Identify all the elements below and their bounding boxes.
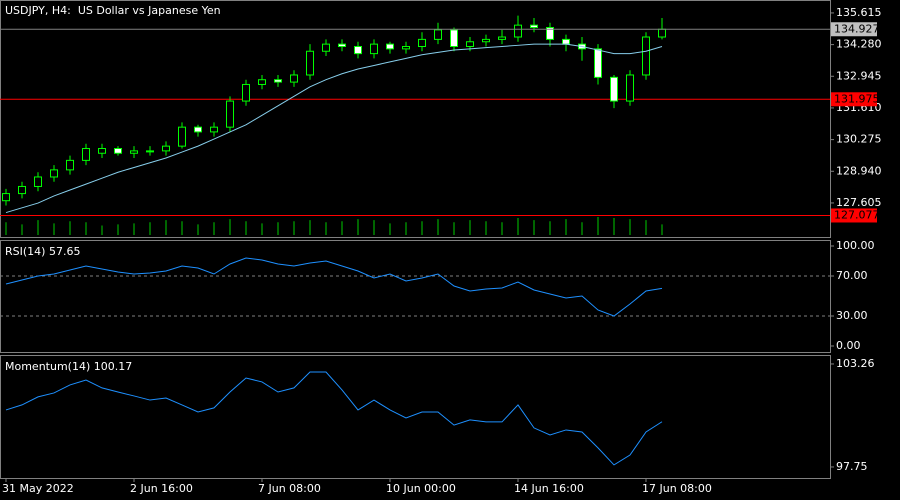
moving-average (5, 43, 663, 214)
candle-body (2, 193, 10, 202)
indicator-line (5, 371, 663, 466)
candle-body (114, 148, 122, 154)
y-tick-label: 0.00 (836, 339, 861, 352)
y-tick-label: 97.75 (836, 460, 868, 473)
candle-body (402, 45, 410, 50)
indicator-title: RSI(14) 57.65 (5, 245, 80, 258)
indicator-title: Momentum(14) 100.17 (5, 360, 132, 373)
candle-body (226, 100, 234, 128)
y-tick-label: 100.00 (836, 239, 875, 252)
candle-body (34, 176, 42, 187)
candle-body (290, 74, 298, 83)
y-tick-label: 70.00 (836, 269, 868, 282)
candle-body (274, 79, 282, 83)
indicator-line (5, 257, 663, 317)
indicator-value: 100.17 (94, 360, 133, 373)
candle-body (258, 79, 266, 85)
candle-body (146, 150, 154, 153)
candle-body (562, 38, 570, 45)
current-price-box (831, 22, 877, 37)
y-tick-label: 103.26 (836, 357, 875, 370)
momentum-panel (0, 355, 831, 479)
candle-body (162, 145, 170, 152)
y-tick-label: 132.945 (836, 69, 882, 82)
candle-body (642, 36, 650, 76)
candle-body (386, 43, 394, 50)
candle-body (306, 50, 314, 76)
candle-body (530, 24, 538, 29)
x-tick-label: 2 Jun 16:00 (130, 482, 193, 495)
candle-body (354, 45, 362, 55)
candle-body (178, 126, 186, 147)
candle-body (242, 83, 250, 102)
candle-body (434, 29, 442, 40)
price-label: 127.077 (834, 208, 880, 221)
indicator-value: 57.65 (49, 245, 81, 258)
candle-body (546, 27, 554, 40)
candle-body (626, 74, 634, 102)
y-tick-label: 127.605 (836, 196, 882, 209)
candle-body (50, 169, 58, 178)
candle-body (482, 38, 490, 43)
chart-title: USDJPY, H4: US Dollar vs Japanese Yen (5, 4, 221, 17)
candle-body (98, 148, 106, 154)
candle-body (466, 41, 474, 47)
y-tick-label: 135.615 (836, 6, 882, 19)
y-tick-label: 130.275 (836, 133, 882, 146)
candle-body (498, 36, 506, 40)
candle-body (322, 43, 330, 52)
y-tick-label: 128.940 (836, 164, 882, 177)
main-panel (0, 0, 831, 238)
y-tick-label: 134.280 (836, 38, 882, 51)
candle-body (210, 126, 218, 133)
price-label-box (831, 92, 877, 107)
x-tick-label: 17 Jun 08:00 (642, 482, 712, 495)
candle-body (370, 43, 378, 55)
candle-body (194, 126, 202, 133)
candle-body (594, 48, 602, 78)
x-tick-label: 7 Jun 08:00 (258, 482, 321, 495)
candle-body (450, 29, 458, 47)
rsi-panel (0, 240, 831, 353)
x-tick-label: 10 Jun 00:00 (386, 482, 456, 495)
x-tick-label: 31 May 2022 (2, 482, 74, 495)
candle-body (130, 150, 138, 154)
indicator-name: RSI(14) (5, 245, 45, 258)
candle-body (418, 38, 426, 47)
candle-body (514, 24, 522, 38)
candle-body (610, 76, 618, 102)
current-price-label: 134.927 (834, 22, 880, 35)
y-tick-label: 30.00 (836, 309, 868, 322)
candle-body (338, 43, 346, 47)
indicator-name: Momentum(14) (5, 360, 90, 373)
candle-body (82, 148, 90, 161)
candle-body (18, 185, 26, 195)
price-label: 131.975 (834, 92, 880, 105)
candle-body (66, 159, 74, 171)
candle-body (658, 28, 666, 38)
x-tick-label: 14 Jun 16:00 (514, 482, 584, 495)
price-label-box (831, 208, 877, 223)
